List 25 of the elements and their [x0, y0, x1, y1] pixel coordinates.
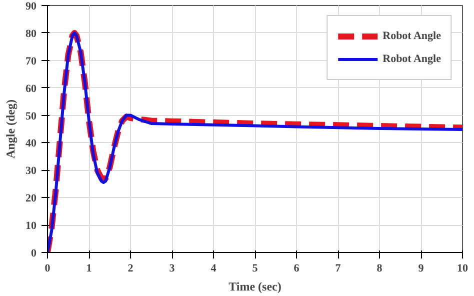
- y-axis-title: Angle (deg): [4, 99, 18, 158]
- x-tick-label: 7: [335, 262, 342, 274]
- x-tick-label: 8: [376, 262, 383, 274]
- legend-label: Robot Angle: [382, 53, 441, 65]
- x-tick-label: 4: [210, 262, 217, 274]
- y-tick-label: 80: [26, 28, 37, 40]
- y-tick-label: 60: [26, 82, 37, 95]
- y-tick-label: 40: [26, 138, 37, 150]
- x-tick-label: 1: [86, 262, 92, 274]
- y-tick-label: 0: [31, 248, 37, 260]
- x-tick-label: 5: [252, 262, 258, 274]
- y-tick-label: 10: [26, 220, 37, 232]
- x-tick-label: 2: [128, 262, 134, 274]
- y-tick-label: 30: [26, 165, 37, 178]
- x-axis-title: Time (sec): [228, 280, 282, 294]
- x-tick-label: 10: [457, 262, 468, 274]
- x-tick-label: 3: [169, 262, 176, 274]
- legend-label: Robot Angle: [382, 30, 441, 42]
- y-tick-label: 20: [26, 192, 37, 205]
- y-tick-label: 70: [26, 55, 37, 68]
- x-tick-label: 6: [294, 262, 300, 274]
- y-tick-label: 90: [26, 0, 37, 12]
- y-tick-label: 50: [26, 110, 37, 122]
- x-tick-label: 0: [44, 262, 51, 274]
- x-tick-label: 9: [418, 262, 424, 274]
